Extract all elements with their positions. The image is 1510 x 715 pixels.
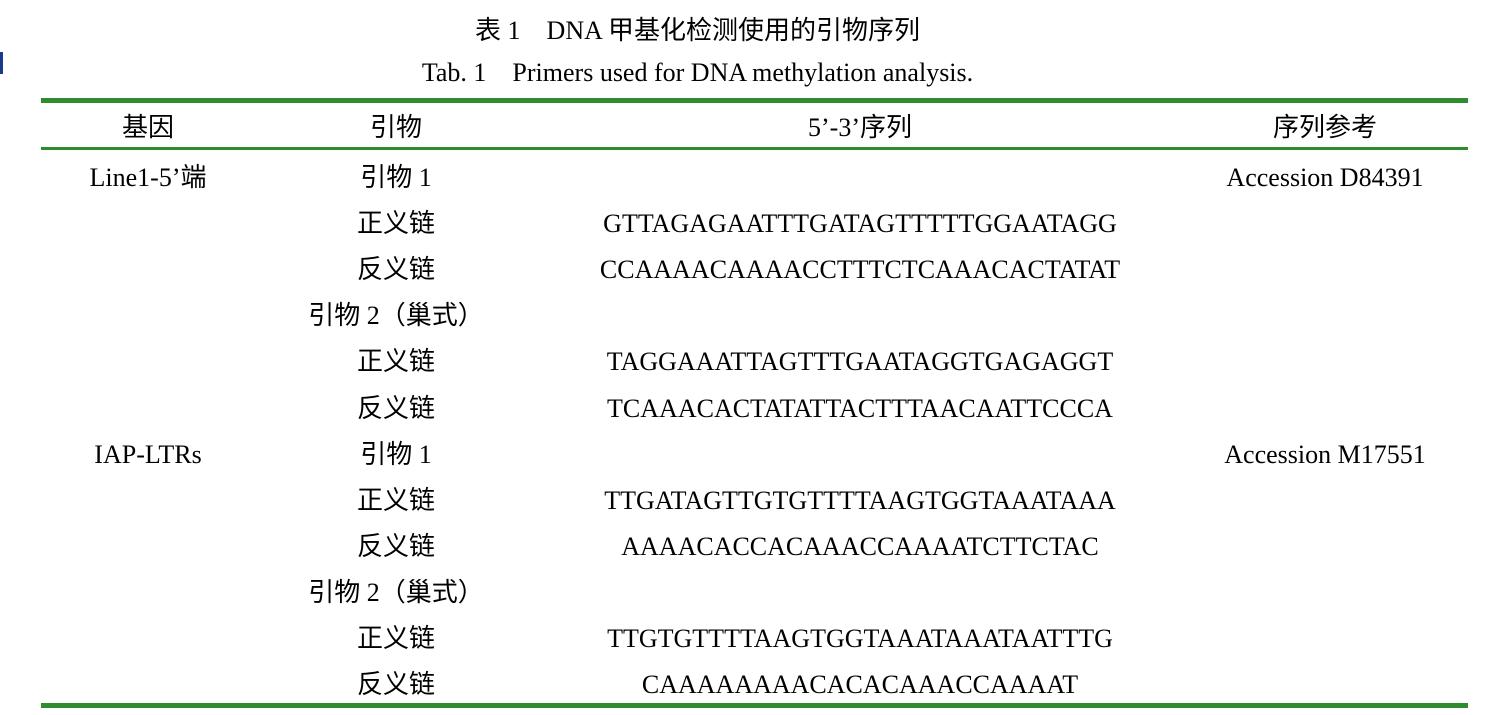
cell-sequence: GTTAGAGAATTTGATAGTTTTTGGAATAGG bbox=[603, 209, 1117, 238]
cell-primer: 反义链 bbox=[356, 670, 436, 699]
header-sequence: 5’-3’序列 bbox=[808, 113, 912, 142]
margin-mark bbox=[0, 52, 3, 74]
cell-gene: Line1-5’端 bbox=[89, 163, 207, 192]
cell-primer: 正义链 bbox=[356, 624, 436, 653]
cell-sequence: CCAAAACAAAACCTTTCTCAAACACTATAT bbox=[599, 255, 1121, 284]
cell-gene: IAP-LTRs bbox=[94, 440, 202, 469]
cell-primer: 引物 2（巢式） bbox=[308, 578, 484, 607]
table-caption-english: Tab. 1 Primers used for DNA methylation … bbox=[421, 58, 974, 87]
cell-primer: 反义链 bbox=[356, 255, 436, 284]
cell-primer: 引物 1 bbox=[360, 440, 432, 469]
header-gene: 基因 bbox=[121, 113, 175, 142]
header-reference: 序列参考 bbox=[1272, 113, 1378, 142]
cell-sequence: TAGGAAATTAGTTTGAATAGGTGAGAGGT bbox=[606, 347, 1114, 376]
cell-primer: 引物 1 bbox=[360, 163, 432, 192]
cell-sequence: CAAAAAAAACACACAAACCAAAAT bbox=[641, 670, 1079, 699]
cell-sequence: TCAAACACTATATTACTTTAACAATTCCCA bbox=[607, 394, 1113, 423]
table-top-rule bbox=[41, 98, 1468, 103]
header-primer: 引物 bbox=[369, 113, 423, 142]
cell-reference: Accession M17551 bbox=[1224, 440, 1426, 469]
cell-sequence: TTGTGTTTTAAGTGGTAAATAAATAATTTG bbox=[607, 624, 1113, 653]
table-bottom-rule bbox=[41, 703, 1468, 708]
cell-primer: 正义链 bbox=[356, 209, 436, 238]
table-caption-chinese: 表 1 DNA 甲基化检测使用的引物序列 bbox=[475, 16, 920, 45]
cell-primer: 反义链 bbox=[356, 394, 436, 423]
cell-primer: 引物 2（巢式） bbox=[308, 301, 484, 330]
cell-reference: Accession D84391 bbox=[1226, 163, 1424, 192]
table-header-rule bbox=[41, 147, 1468, 150]
cell-primer: 正义链 bbox=[356, 347, 436, 376]
cell-sequence: TTGATAGTTGTGTTTTAAGTGGTAAATAAA bbox=[604, 486, 1116, 515]
cell-sequence: AAAACACCACAAACCAAAATCTTCTAC bbox=[621, 532, 1099, 561]
cell-primer: 正义链 bbox=[356, 486, 436, 515]
cell-primer: 反义链 bbox=[356, 532, 436, 561]
